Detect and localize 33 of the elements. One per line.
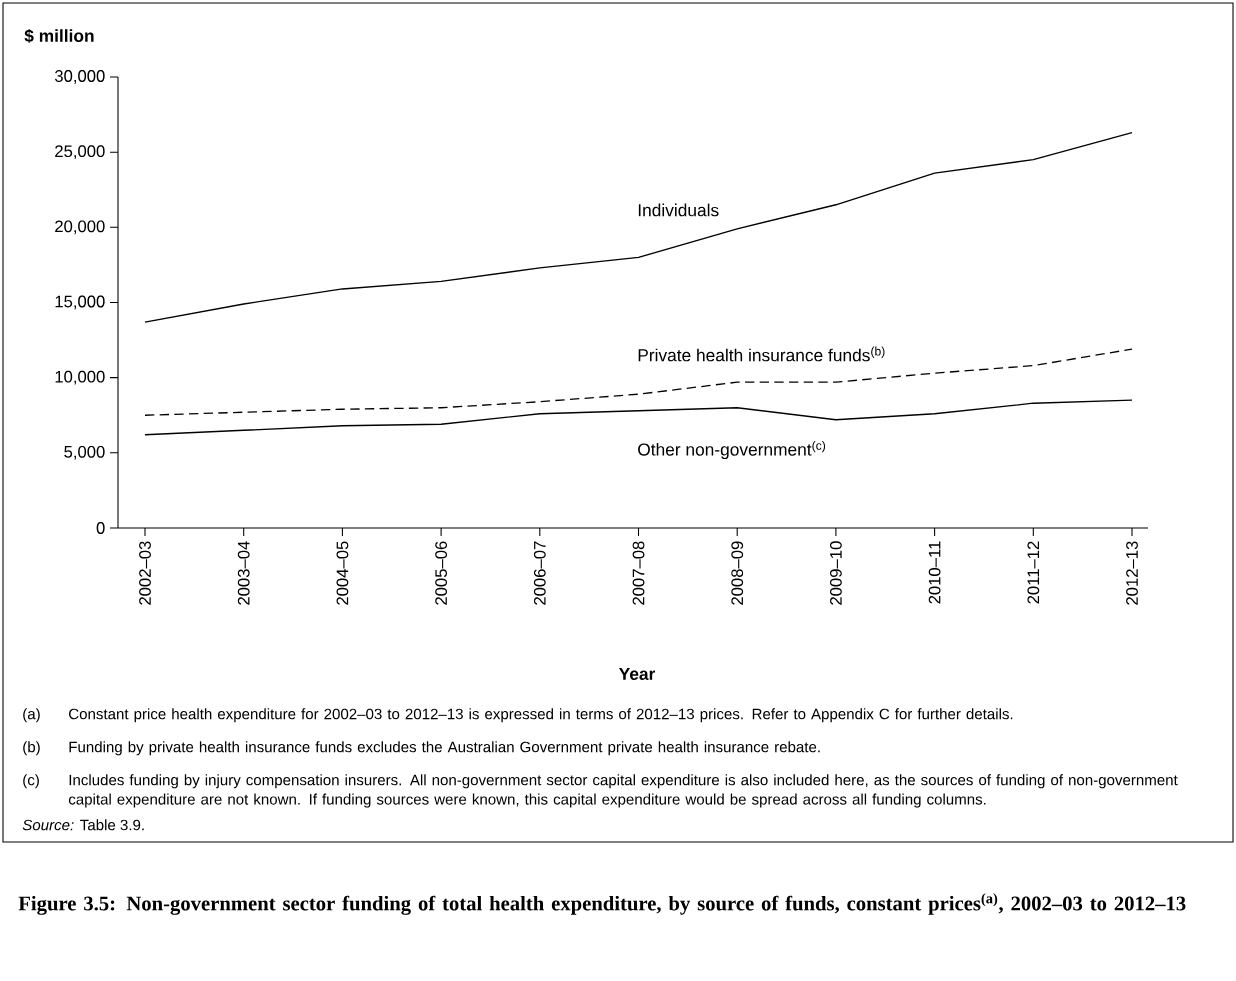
series-label: Other non-government$^{(c)}$ [638,440,826,460]
y-tick-label: 10,000 [55,370,105,385]
y-tick-label: 30,000 [54,70,105,84]
x-tick-label: 2004–05 [336,541,349,605]
y-tick-label: 15,000 [55,295,105,310]
x-tick-label: 2010–11 [928,541,941,604]
text: Figure 3.5: Non-government sector funding of total health expenditure, by source of funds, constant prices$^{(a)}$, 2002–03 to 2012–13 [18,893,1186,915]
y-tick-label: 25,000 [55,145,105,160]
x-tick-label: 2005–06 [435,541,448,605]
y-tick-label: 5,000 [64,445,105,460]
x-tick-label: 2002–03 [139,541,151,605]
y-tick-label: 0 [96,522,105,534]
x-tick-label: 2012–13 [1126,541,1138,605]
x-tick-label: 2003–04 [237,541,250,605]
x-tick-label: 2007–08 [632,541,645,605]
y-tick-label: 20,000 [55,220,105,235]
text: (b) [23,741,40,756]
x-tick-label: 2009–10 [830,541,842,605]
series-label: Private health insurance funds$^{(b)}$ [638,346,885,362]
x-tick-label: 2006–07 [533,541,546,605]
series-label: Individuals [638,203,719,217]
text: Constant price health expenditure for 2002–03 to 2012–13 is expressed in terms of 2012–13 prices. Refer to Appendix C for further details. [69,708,1013,723]
x-tick-label: 2008–09 [731,541,744,605]
x-axis-title: Year [618,667,656,681]
text: Source: Table 3.9. [22,819,144,831]
text: Funding by private health insurance funds excludes the Australian Government private health insurance rebate. [69,741,820,756]
text: Includes funding by injury compensation insurers. All non-government sector capital expenditure is also included here, as the sources of funding of non-government capital expenditure are not known. If funding sources were known, this capital expenditure would be spread across all funding columns. [68,774,1178,808]
line-series [144,399,1133,436]
line-series [144,131,1133,323]
x-tick-label: 2011–12 [1027,541,1040,604]
y-axis-title: $ million [24,28,94,44]
text: (a) [23,708,40,723]
text: (c) [23,774,39,789]
